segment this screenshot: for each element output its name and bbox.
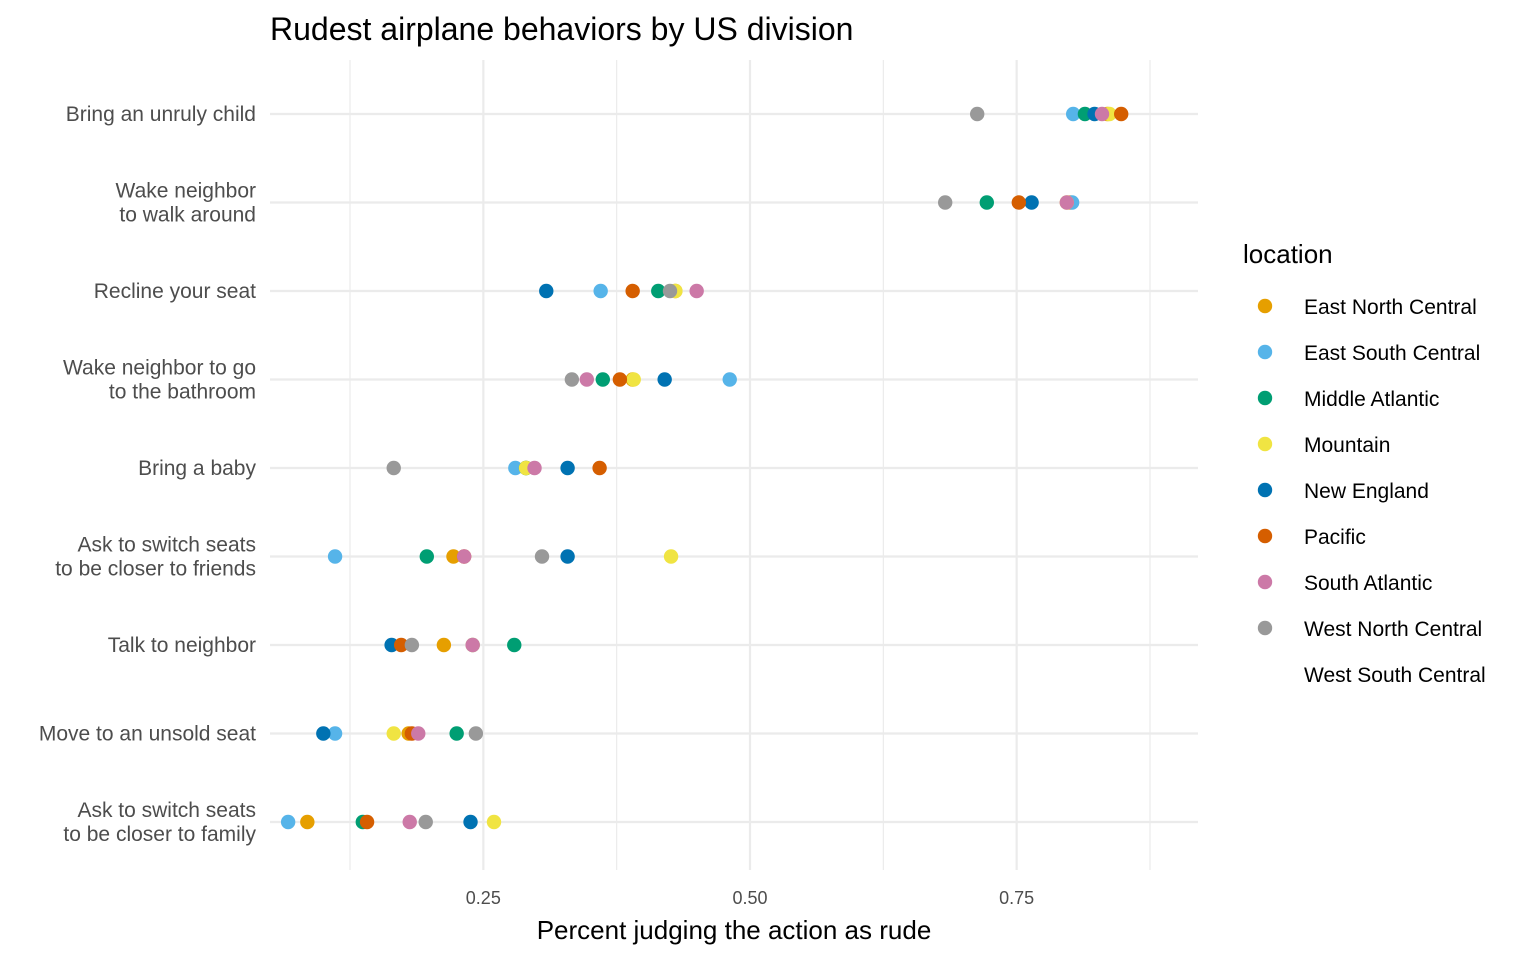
legend-title: location xyxy=(1243,239,1333,269)
grid-major xyxy=(270,60,1198,870)
data-point xyxy=(411,726,426,741)
legend-label: West North Central xyxy=(1304,618,1482,641)
data-point xyxy=(626,372,641,387)
legend-key xyxy=(1257,666,1273,682)
data-point xyxy=(327,549,343,564)
data-point xyxy=(1024,195,1039,210)
legend-key xyxy=(1257,528,1273,544)
x-tick-label: 0.25 xyxy=(466,888,501,908)
data-point xyxy=(657,372,672,387)
data-point xyxy=(938,195,953,210)
data-point xyxy=(527,460,542,476)
legend-label: Pacific xyxy=(1304,526,1366,549)
legend-label: Mountain xyxy=(1304,434,1390,457)
chart-title: Rudest airplane behaviors by US division xyxy=(270,11,853,47)
data-point xyxy=(463,814,478,830)
data-point xyxy=(402,814,417,830)
data-point xyxy=(592,460,607,476)
data-point xyxy=(1059,195,1075,210)
x-axis-tick-labels: 0.25 0.50 0.75 xyxy=(466,888,1034,908)
legend-key xyxy=(1257,436,1273,452)
data-point xyxy=(456,549,472,564)
y-tick-label: Wake neighbor to walk around xyxy=(116,180,256,227)
data-point xyxy=(689,283,704,299)
legend-label: New England xyxy=(1304,480,1429,503)
data-point xyxy=(593,283,608,299)
y-tick-label: Recline your seat xyxy=(94,280,256,303)
data-point xyxy=(625,283,640,299)
data-point xyxy=(663,549,679,564)
legend-key xyxy=(1257,390,1273,406)
y-axis-tick-labels: Bring an unruly child Wake neighbor to wal… xyxy=(39,103,257,846)
legend-label: South Atlantic xyxy=(1304,572,1432,595)
data-point xyxy=(436,637,452,653)
data-point xyxy=(612,372,628,387)
data-point xyxy=(970,106,985,122)
y-tick-label: Bring a baby xyxy=(138,457,256,480)
data-point xyxy=(300,814,315,830)
data-point xyxy=(560,460,575,476)
grid-minor xyxy=(349,60,1151,870)
data-point xyxy=(508,460,523,476)
data-point xyxy=(465,637,480,653)
legend-key xyxy=(1257,344,1273,360)
data-point xyxy=(418,814,433,830)
data-point xyxy=(595,372,610,387)
data-point xyxy=(539,283,554,299)
data-point xyxy=(534,549,550,564)
data-point xyxy=(1094,106,1110,122)
y-tick-label: Move to an unsold seat xyxy=(39,723,256,746)
data-point xyxy=(446,549,461,564)
data-point xyxy=(1114,106,1129,122)
data-point xyxy=(507,637,522,653)
data-point xyxy=(280,814,296,830)
legend-key xyxy=(1257,298,1273,314)
legend-key xyxy=(1257,620,1273,636)
data-point xyxy=(979,195,994,210)
data-point xyxy=(404,637,420,653)
data-point xyxy=(386,460,401,476)
data-point xyxy=(564,372,580,387)
y-tick-label: Ask to switch seats to be closer to famil… xyxy=(63,799,256,846)
data-point xyxy=(386,726,401,741)
data-point xyxy=(486,814,502,830)
legend-key xyxy=(1257,482,1273,498)
data-point xyxy=(359,814,375,830)
data-point xyxy=(468,726,484,741)
data-point xyxy=(449,726,464,741)
x-tick-label: 0.50 xyxy=(732,888,767,908)
y-tick-label: Ask to switch seats to be closer to frien… xyxy=(55,534,256,581)
legend-key xyxy=(1257,574,1273,590)
data-point xyxy=(1011,195,1026,210)
data-point xyxy=(560,549,575,564)
data-point xyxy=(394,637,409,653)
data-point xyxy=(316,726,331,741)
legend-label: West South Central xyxy=(1304,664,1486,687)
data-point xyxy=(419,549,434,564)
data-points xyxy=(280,106,1129,830)
data-point xyxy=(327,726,343,741)
x-tick-label: 0.75 xyxy=(999,888,1034,908)
y-tick-label: Wake neighbor to go to the bathroom xyxy=(63,357,256,404)
data-point xyxy=(1066,106,1081,122)
legend-label: Middle Atlantic xyxy=(1304,388,1439,411)
legend-label: East North Central xyxy=(1304,296,1477,319)
x-axis-label: Percent judging the action as rude xyxy=(537,915,932,945)
y-tick-label: Talk to neighbor xyxy=(108,634,256,657)
y-tick-label: Bring an unruly child xyxy=(66,103,256,126)
data-point xyxy=(722,372,737,387)
data-point xyxy=(662,283,678,299)
data-point xyxy=(579,372,594,387)
legend: East North Central East South Central Midd… xyxy=(1257,296,1486,687)
legend-label: East South Central xyxy=(1304,342,1480,365)
data-point xyxy=(651,283,666,299)
